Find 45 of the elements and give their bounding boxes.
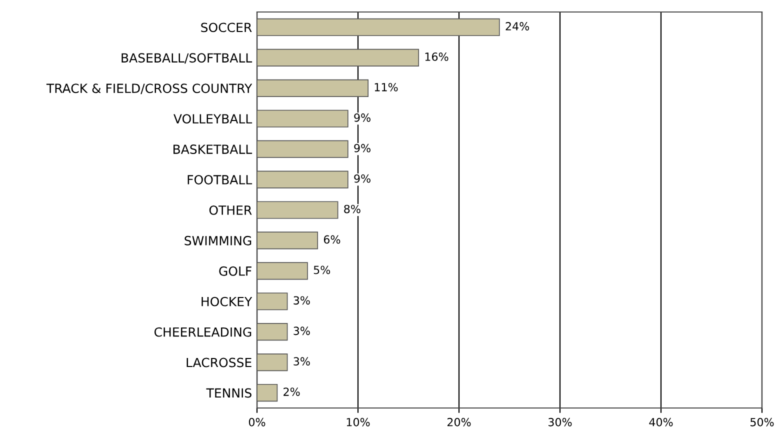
data-label: 3%: [294, 357, 310, 366]
bar: [257, 323, 288, 341]
data-label: 3%: [294, 296, 310, 305]
data-label: 2%: [284, 388, 300, 396]
x-tick-label: 0%: [248, 418, 266, 426]
bar: [257, 201, 338, 219]
bar: [257, 79, 369, 97]
x-tick-label: 50%: [750, 418, 774, 426]
data-label: 9%: [354, 113, 370, 122]
bar: [257, 354, 288, 372]
y-tick-label: FOOTBALL: [188, 175, 252, 184]
y-tick-label: LACROSSE: [186, 358, 252, 368]
bar: [257, 262, 308, 280]
bar: [257, 110, 348, 128]
data-label: 9%: [354, 174, 370, 183]
bar: [257, 140, 348, 158]
bar: [257, 384, 278, 402]
data-label: 5%: [314, 266, 330, 274]
bar: [257, 48, 420, 66]
data-label: 16%: [425, 52, 448, 61]
data-label: 24%: [506, 22, 530, 30]
y-tick-label: BASEBALL/SOFTBALL: [122, 53, 252, 64]
y-tick-label: VOLLEYBALL: [174, 114, 252, 124]
y-tick-label: BASKETBALL: [174, 144, 252, 154]
bar: [257, 292, 288, 310]
x-tick-label: 40%: [649, 418, 673, 426]
y-tick-label: OTHER: [209, 205, 252, 215]
x-tick-label: 20%: [447, 418, 471, 426]
y-tick-label: TENNIS: [206, 388, 252, 398]
y-tick-label: HOCKEY: [202, 296, 252, 306]
y-tick-label: TRACK & FIELD/CROSS COUNTRY: [46, 84, 252, 94]
y-tick-label: SOCCER: [201, 22, 252, 32]
data-label: 11%: [374, 82, 398, 92]
y-tick-label: SWIMMING: [184, 236, 252, 246]
bar: [257, 232, 318, 250]
x-tick-label: 10%: [346, 418, 370, 426]
data-label: 8%: [344, 204, 360, 214]
y-tick-label: CHEERLEADING: [154, 327, 252, 337]
y-tick-label: GOLF: [219, 266, 252, 276]
bar: [257, 170, 348, 188]
x-tick-label: 30%: [548, 418, 572, 426]
data-label: 3%: [294, 326, 310, 336]
data-label: 6%: [324, 235, 340, 244]
data-label: 9%: [354, 144, 370, 152]
bar: [257, 18, 500, 36]
